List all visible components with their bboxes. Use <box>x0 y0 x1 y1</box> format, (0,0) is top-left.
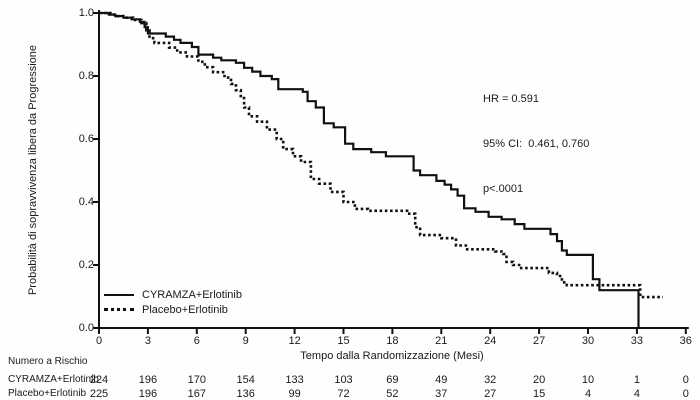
x-tick-label: 33 <box>630 335 644 347</box>
x-tick-label: 3 <box>144 335 151 347</box>
risk-count: 69 <box>386 374 399 386</box>
risk-count: 224 <box>89 374 109 386</box>
risk-count: 52 <box>386 388 399 400</box>
risk-row-label-cyramza: CYRAMZA+Erlotinib <box>8 374 99 385</box>
risk-count: 99 <box>288 388 301 400</box>
risk-count: 0 <box>682 388 689 400</box>
y-tick-label: 0.0 <box>78 322 94 334</box>
risk-count: 72 <box>337 388 350 400</box>
y-tick-label: 0.4 <box>78 196 94 208</box>
solid-line-icon <box>104 293 134 296</box>
risk-count: 4 <box>633 388 640 400</box>
risk-count: 37 <box>435 388 448 400</box>
legend-label-placebo: Placebo+Erlotinib <box>142 303 228 316</box>
y-tick-label: 0.8 <box>78 70 94 82</box>
risk-count: 1 <box>633 374 640 386</box>
x-tick-label: 0 <box>95 335 103 347</box>
risk-count: 4 <box>584 388 592 400</box>
hr-value: HR = 0.591 <box>483 93 539 105</box>
dotted-line-icon <box>104 308 134 311</box>
risk-table-title: Numero a Rischio <box>8 356 88 367</box>
x-tick-label: 36 <box>679 335 692 347</box>
y-axis-label: Probabilità di sopravvivenza libera da P… <box>27 44 39 296</box>
risk-count: 196 <box>138 388 158 400</box>
x-tick-label: 21 <box>435 335 448 347</box>
y-tick-label: 0.2 <box>78 259 94 271</box>
risk-count: 103 <box>334 374 353 386</box>
stats-annotation: HR = 0.591 95% CI: 0.461, 0.760 p<.0001 <box>483 62 589 227</box>
x-tick-label: 15 <box>337 335 350 347</box>
y-tick-label: 0.6 <box>78 133 94 145</box>
risk-count: 20 <box>532 374 546 386</box>
risk-count: 154 <box>236 374 255 386</box>
risk-count: 196 <box>138 374 158 386</box>
risk-count: 15 <box>532 388 546 400</box>
risk-count: 10 <box>581 374 595 386</box>
risk-count: 170 <box>187 374 206 386</box>
curve-cyramza-erlotinib <box>99 11 640 328</box>
p-value: p<.0001 <box>483 183 524 195</box>
legend-label-cyramza: CYRAMZA+Erlotinib <box>142 288 242 301</box>
risk-count: 136 <box>236 388 255 400</box>
x-axis-label: Tempo dalla Randomizzazione (Mesi) <box>300 350 484 362</box>
risk-row-label-placebo: Placebo+Erlotinib <box>8 388 87 399</box>
x-tick-label: 9 <box>242 335 249 347</box>
risk-count: 0 <box>682 374 689 386</box>
legend-item-placebo: Placebo+Erlotinib <box>104 302 242 317</box>
risk-count: 133 <box>285 374 304 386</box>
risk-count: 27 <box>484 388 497 400</box>
legend: CYRAMZA+Erlotinib Placebo+Erlotinib <box>104 287 242 317</box>
legend-item-cyramza: CYRAMZA+Erlotinib <box>104 287 242 302</box>
y-tick-label: 1.0 <box>78 7 94 19</box>
x-tick-label: 27 <box>532 335 546 347</box>
risk-count: 32 <box>484 374 497 386</box>
risk-count: 49 <box>435 374 448 386</box>
risk-count: 167 <box>187 388 206 400</box>
x-tick-label: 24 <box>484 335 497 347</box>
x-tick-label: 18 <box>386 335 399 347</box>
x-tick-labels: 0 3 6 9 12 15 18 21 24 27 30 33 36 <box>0 335 700 349</box>
y-tick-labels: 1.0 0.8 0.6 0.4 0.2 0.0 <box>62 0 94 340</box>
x-tick-label: 30 <box>581 335 595 347</box>
x-tick-label: 6 <box>193 335 200 347</box>
risk-count: 225 <box>89 388 109 400</box>
x-tick-label: 12 <box>288 335 301 347</box>
ci-value: 95% CI: 0.461, 0.760 <box>483 138 590 150</box>
